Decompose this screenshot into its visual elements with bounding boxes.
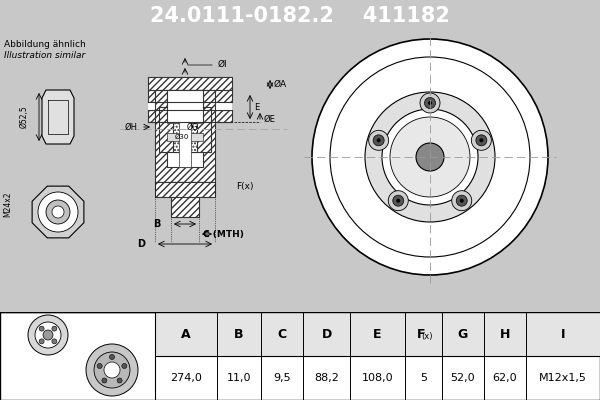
Bar — [167, 115, 203, 123]
Polygon shape — [42, 90, 74, 144]
Text: 24.0111-0182.2    411182: 24.0111-0182.2 411182 — [150, 6, 450, 26]
Text: 11,0: 11,0 — [227, 373, 251, 383]
Text: I: I — [560, 328, 565, 340]
Circle shape — [396, 199, 400, 203]
Text: Ø52,5: Ø52,5 — [19, 106, 29, 128]
Text: 274,0: 274,0 — [170, 373, 202, 383]
Circle shape — [110, 354, 115, 360]
Circle shape — [122, 364, 127, 368]
Bar — [171, 182, 199, 217]
Circle shape — [97, 364, 102, 368]
Polygon shape — [32, 186, 84, 238]
Text: Illustration similar: Illustration similar — [4, 51, 85, 60]
Text: E: E — [373, 328, 382, 340]
Bar — [155, 312, 600, 356]
Text: B: B — [235, 328, 244, 340]
Text: F: F — [417, 328, 425, 340]
Bar — [173, 107, 197, 152]
Bar — [148, 77, 232, 92]
Text: B: B — [154, 219, 161, 229]
Bar — [167, 90, 203, 122]
Circle shape — [390, 117, 470, 197]
Text: Abbildung ähnlich: Abbildung ähnlich — [4, 40, 86, 49]
Circle shape — [312, 39, 548, 275]
Circle shape — [102, 378, 107, 383]
Circle shape — [452, 191, 472, 211]
Text: 52,0: 52,0 — [451, 373, 475, 383]
Circle shape — [456, 195, 467, 206]
Circle shape — [39, 326, 44, 331]
Circle shape — [43, 330, 53, 340]
Bar — [179, 94, 191, 167]
Text: 108,0: 108,0 — [362, 373, 394, 383]
Text: F(x): F(x) — [236, 182, 254, 190]
Circle shape — [365, 92, 495, 222]
Bar — [148, 90, 232, 102]
Text: H: H — [500, 328, 510, 340]
Circle shape — [28, 315, 68, 355]
Circle shape — [425, 98, 436, 108]
Text: M12x1,5: M12x1,5 — [539, 373, 587, 383]
Circle shape — [377, 138, 380, 142]
Circle shape — [104, 362, 120, 378]
Circle shape — [382, 109, 478, 205]
Circle shape — [476, 135, 487, 146]
Text: 5: 5 — [420, 373, 427, 383]
Circle shape — [86, 344, 138, 396]
Circle shape — [94, 352, 130, 388]
Text: (x): (x) — [421, 332, 433, 340]
Text: ØA: ØA — [274, 80, 287, 89]
Circle shape — [330, 57, 530, 257]
Circle shape — [52, 206, 64, 218]
Circle shape — [472, 130, 491, 150]
Text: E: E — [254, 102, 259, 112]
Bar — [155, 90, 215, 182]
Bar — [167, 94, 203, 167]
Text: Ø30: Ø30 — [175, 134, 190, 140]
Text: 9,5: 9,5 — [274, 373, 291, 383]
Circle shape — [117, 378, 122, 383]
Text: A: A — [181, 328, 191, 340]
Circle shape — [35, 322, 61, 348]
Circle shape — [479, 138, 484, 142]
Circle shape — [420, 93, 440, 113]
Circle shape — [46, 200, 70, 224]
Circle shape — [52, 326, 57, 331]
Circle shape — [428, 101, 432, 105]
Text: 88,2: 88,2 — [314, 373, 339, 383]
Text: D: D — [137, 239, 145, 249]
Text: 62,0: 62,0 — [493, 373, 517, 383]
Circle shape — [393, 195, 404, 206]
Text: D: D — [322, 328, 332, 340]
Text: ØH: ØH — [125, 122, 138, 132]
Text: ate: ate — [370, 193, 451, 236]
Bar — [148, 110, 232, 122]
Bar — [167, 133, 203, 141]
Bar — [155, 182, 215, 197]
Bar — [148, 102, 232, 110]
Circle shape — [38, 192, 78, 232]
Circle shape — [460, 199, 464, 203]
Circle shape — [368, 130, 389, 150]
Text: M24x2: M24x2 — [3, 191, 12, 217]
Circle shape — [388, 191, 408, 211]
Text: C (MTH): C (MTH) — [203, 230, 244, 238]
Text: G: G — [458, 328, 468, 340]
Text: ØE: ØE — [264, 114, 276, 124]
Circle shape — [52, 339, 57, 344]
Circle shape — [39, 339, 44, 344]
Text: ØG: ØG — [187, 122, 199, 132]
Text: C: C — [278, 328, 287, 340]
Text: ØI: ØI — [218, 60, 227, 68]
Circle shape — [416, 143, 444, 171]
Circle shape — [373, 135, 384, 146]
Bar — [159, 107, 211, 152]
